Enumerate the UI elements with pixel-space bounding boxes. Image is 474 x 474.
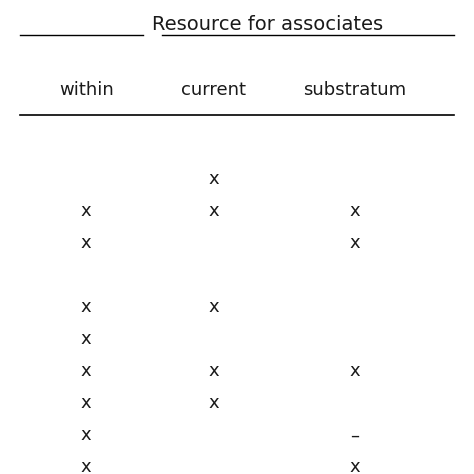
Text: x: x: [81, 298, 91, 316]
Text: x: x: [81, 202, 91, 220]
Text: x: x: [349, 202, 360, 220]
Text: x: x: [81, 330, 91, 348]
Text: x: x: [81, 458, 91, 474]
Text: substratum: substratum: [303, 82, 406, 100]
Text: x: x: [208, 363, 219, 380]
Text: x: x: [208, 202, 219, 220]
Text: x: x: [208, 170, 219, 188]
Text: x: x: [81, 363, 91, 380]
Text: within: within: [59, 82, 114, 100]
Text: –: –: [350, 427, 359, 445]
Text: x: x: [81, 394, 91, 412]
Text: x: x: [349, 458, 360, 474]
Text: x: x: [81, 427, 91, 445]
Text: x: x: [81, 234, 91, 252]
Text: x: x: [349, 234, 360, 252]
Text: Resource for associates: Resource for associates: [152, 15, 383, 34]
Text: x: x: [208, 298, 219, 316]
Text: x: x: [349, 363, 360, 380]
Text: x: x: [208, 394, 219, 412]
Text: current: current: [181, 82, 246, 100]
